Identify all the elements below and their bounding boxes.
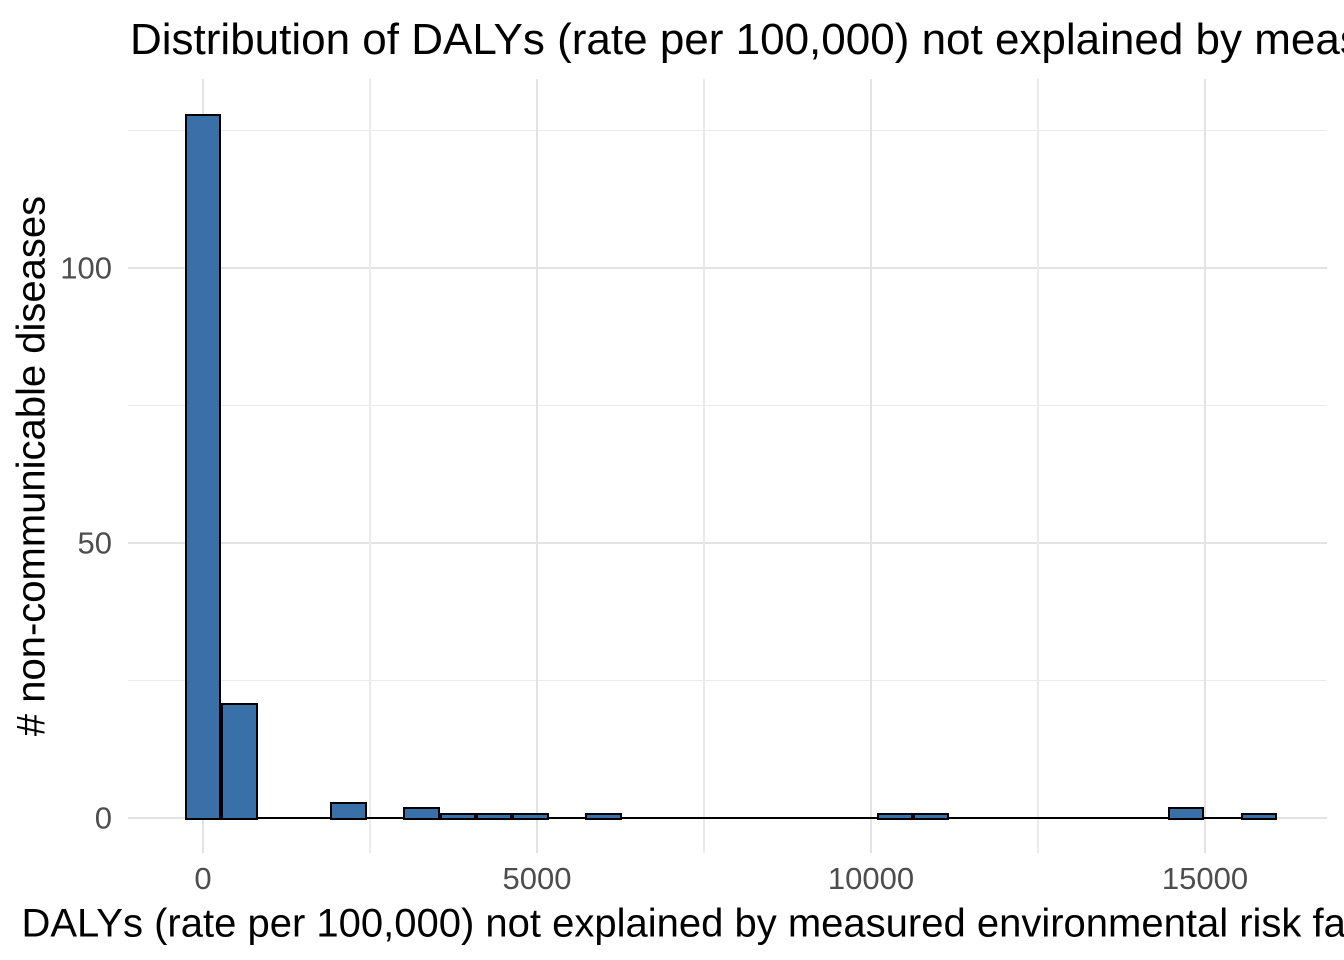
histogram-bar (1167, 807, 1205, 820)
histogram-bar (330, 801, 367, 820)
y-tick-label: 0 (94, 800, 112, 836)
chart-title: Distribution of DALYs (rate per 100,000)… (130, 15, 1344, 64)
histogram-bar (512, 812, 549, 820)
histogram-baseline (184, 816, 1277, 820)
x-minor-gridline (369, 79, 371, 853)
y-minor-gridline (128, 129, 1327, 132)
x-major-gridline (869, 79, 873, 853)
histogram-bar (221, 702, 258, 820)
y-tick-label: 100 (60, 250, 112, 286)
x-axis-title: DALYs (rate per 100,000) not explained b… (21, 901, 1344, 946)
y-major-gridline (128, 266, 1327, 270)
x-tick-label: 10000 (827, 861, 915, 896)
histogram-bar (476, 812, 513, 820)
histogram-bar (585, 812, 622, 820)
y-minor-gridline (128, 679, 1327, 682)
x-major-gridline (535, 79, 539, 853)
x-minor-gridline (1037, 79, 1039, 853)
x-major-gridline (1203, 79, 1207, 853)
histogram-bar (403, 807, 440, 820)
y-major-gridline (128, 541, 1327, 545)
histogram-bar (876, 812, 913, 820)
histogram-bar (1240, 812, 1277, 820)
x-tick-label: 0 (194, 861, 212, 896)
x-tick-label: 15000 (1161, 861, 1249, 896)
histogram-bar (439, 812, 477, 820)
x-minor-gridline (703, 79, 705, 853)
y-minor-gridline (128, 404, 1327, 407)
y-tick-label: 50 (77, 525, 112, 561)
histogram-bar (912, 812, 950, 820)
x-tick-label: 5000 (502, 861, 572, 896)
histogram-bar (184, 114, 222, 820)
